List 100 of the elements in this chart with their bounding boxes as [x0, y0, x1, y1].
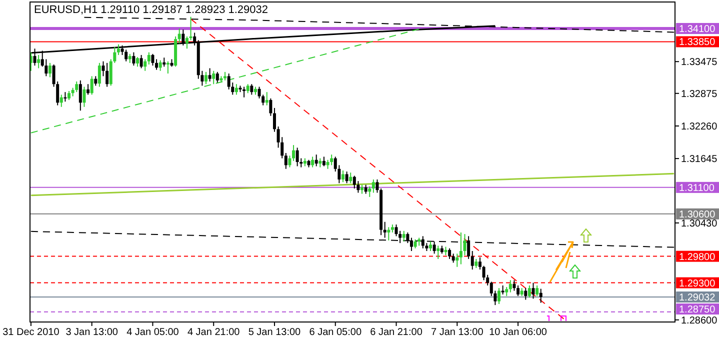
candlestick	[166, 60, 170, 74]
x-tick-label: 3 Jan 13:00	[66, 327, 118, 338]
candlestick	[372, 178, 375, 194]
candlestick	[501, 284, 504, 295]
candlestick	[360, 184, 364, 194]
candlestick	[352, 175, 356, 189]
candlestick	[463, 234, 466, 256]
candlestick	[474, 258, 478, 268]
x-tick-label: 4 Jan 05:00	[126, 327, 180, 338]
candlestick	[64, 92, 67, 102]
candlestick	[269, 98, 272, 116]
x-tick-label: 31 Dec 2010	[2, 327, 60, 338]
candlestick	[345, 171, 348, 184]
candlestick	[208, 68, 212, 82]
candlestick	[193, 32, 196, 46]
x-tick-label: 6 Jan 21:00	[370, 327, 423, 338]
ref-line-label: 1.28750	[679, 304, 716, 316]
candlestick	[402, 230, 406, 242]
candlestick	[204, 71, 208, 85]
candlestick	[185, 36, 188, 50]
candlestick	[387, 226, 390, 241]
x-tick-label: 6 Jan 05:00	[309, 327, 362, 338]
candlestick	[512, 280, 516, 292]
x-tick-label: 5 Jan 13:00	[248, 327, 302, 338]
candlestick	[242, 86, 246, 98]
candlestick	[524, 288, 528, 300]
candlestick	[498, 288, 501, 304]
x-tick-label: 7 Jan 13:00	[431, 327, 484, 338]
candlestick	[459, 232, 462, 265]
chart-title: EURUSD,H1 1.29110 1.29187 1.28923 1.29032	[34, 4, 268, 16]
y-tick-label: 1.32875	[681, 88, 718, 100]
candlestick	[189, 16, 192, 41]
ref-line-label: 1.29300	[679, 278, 716, 290]
candlestick	[106, 62, 109, 88]
candlestick	[478, 256, 482, 270]
candlestick	[364, 184, 368, 194]
y-tick-label: 1.28600	[681, 315, 718, 326]
candlestick	[94, 76, 98, 86]
x-tick-label: 4 Jan 21:00	[187, 327, 240, 338]
ref-line-label: 1.29032	[679, 292, 716, 304]
candlestick	[60, 94, 63, 108]
candlestick	[158, 60, 162, 72]
y-tick-label: 1.32260	[681, 121, 718, 132]
candlestick	[246, 84, 250, 94]
ref-line-label: 1.29800	[679, 252, 716, 263]
candlestick	[311, 156, 314, 168]
candlestick	[349, 172, 352, 184]
candlestick	[470, 250, 474, 270]
candlestick	[48, 62, 52, 78]
candlestick	[539, 288, 542, 304]
candlestick	[124, 49, 128, 62]
candlestick	[376, 178, 379, 194]
candlestick	[155, 58, 158, 70]
candlestick	[456, 253, 459, 268]
ref-line-label: 1.30600	[679, 209, 716, 220]
candlestick	[75, 80, 78, 93]
candlestick	[90, 76, 94, 96]
candlestick	[140, 54, 143, 69]
candlestick	[528, 284, 531, 298]
candlestick	[212, 70, 216, 85]
candlestick	[128, 53, 132, 64]
candlestick	[136, 56, 139, 68]
candlestick	[144, 58, 147, 72]
candlestick	[86, 84, 90, 96]
candlestick	[178, 28, 181, 44]
candlestick	[368, 186, 372, 198]
candlestick	[341, 170, 344, 183]
candlestick	[82, 86, 86, 108]
candlestick	[516, 284, 520, 297]
candlestick	[532, 282, 535, 300]
candlestick	[322, 156, 326, 167]
candlestick	[288, 155, 292, 168]
candlestick	[448, 248, 452, 260]
y-tick-label: 1.31645	[681, 154, 718, 166]
candlestick	[314, 154, 318, 167]
candlestick	[414, 238, 417, 249]
y-tick-label: 1.30430	[681, 218, 718, 230]
candlestick	[37, 54, 40, 69]
ref-line-label: 1.33850	[679, 37, 716, 48]
candlestick	[536, 284, 539, 297]
candlestick	[505, 286, 508, 297]
candlestick	[265, 92, 268, 106]
candlestick	[272, 107, 276, 132]
candlestick	[234, 84, 238, 96]
candlestick	[78, 80, 82, 112]
candlestick	[147, 52, 150, 66]
candlestick	[318, 158, 322, 168]
candlestick	[151, 53, 154, 66]
candlestick	[452, 253, 455, 264]
candlestick	[250, 84, 254, 96]
candlestick	[429, 240, 432, 252]
ref-line-label: 1.31100	[679, 182, 715, 194]
candlestick	[284, 152, 288, 170]
candlestick	[292, 144, 296, 162]
candlestick	[162, 57, 166, 68]
candlestick	[116, 44, 120, 56]
x-tick-label: 10 Jan 06:00	[489, 327, 548, 338]
candlestick	[68, 90, 71, 101]
candlestick	[132, 52, 136, 66]
candlestick	[98, 62, 101, 88]
